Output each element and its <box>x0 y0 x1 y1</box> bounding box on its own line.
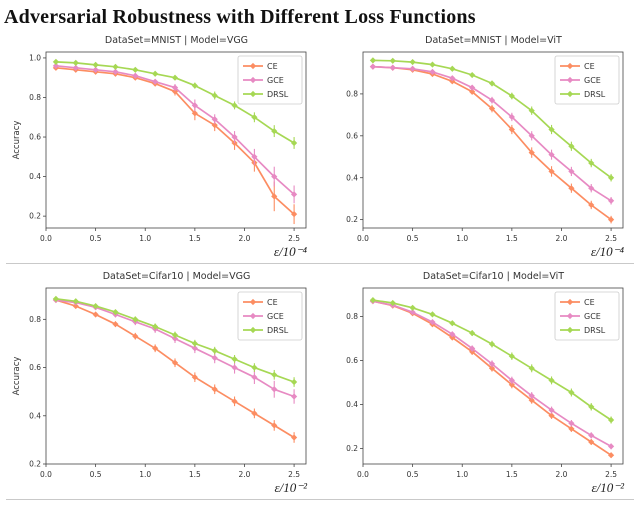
svg-text:0.8: 0.8 <box>29 315 41 324</box>
svg-text:CE: CE <box>584 62 595 71</box>
legend: CE GCE DRSL <box>554 291 619 341</box>
svg-text:0.2: 0.2 <box>29 460 41 469</box>
svg-text:0.4: 0.4 <box>29 172 41 181</box>
svg-text:2.5: 2.5 <box>288 234 300 243</box>
svg-text:2.0: 2.0 <box>238 234 250 243</box>
chart-cifar10-vgg: DataSet=Cifar10 | Model=VGG 0.0 0.5 1.0 1.5… <box>6 271 317 496</box>
svg-text:0.5: 0.5 <box>89 234 101 243</box>
svg-text:2.5: 2.5 <box>605 234 617 243</box>
chart-title: DataSet=MNIST | Model=VGG <box>104 35 249 46</box>
axes: 0.0 0.5 1.0 1.5 2.0 2.5 0.2 0.4 0.6 0.8 <box>346 51 623 243</box>
svg-text:0.4: 0.4 <box>346 400 358 409</box>
svg-text:DRSL: DRSL <box>584 326 606 335</box>
svg-text:1.5: 1.5 <box>188 470 200 479</box>
svg-text:CE: CE <box>267 62 278 71</box>
svg-text:2.5: 2.5 <box>288 470 300 479</box>
chart-canvas: 0.0 0.5 1.0 1.5 2.0 2.5 0.2 0.4 0.6 0.8 Accuracy CE… <box>12 287 306 479</box>
svg-text:1.5: 1.5 <box>188 234 200 243</box>
chart-mnist-vgg: DataSet=MNIST | Model=VGG 0.0 0.5 1.0 1.5 2.… <box>6 35 317 260</box>
figure: Adversarial Robustness with Different Lo… <box>4 6 634 507</box>
chart-cifar10-vit: DataSet=Cifar10 | Model=ViT 0.0 0.5 1.0 1.5… <box>323 271 634 496</box>
chart-canvas: 0.0 0.5 1.0 1.5 2.0 2.5 0.2 0.4 0.6 0.8 CE GCE DRSL <box>346 51 623 243</box>
chart-title: DataSet=Cifar10 | Model=VGG <box>102 271 251 282</box>
legend: CE GCE DRSL <box>237 291 302 341</box>
svg-text:0.8: 0.8 <box>346 312 358 321</box>
series-GCE <box>52 62 297 204</box>
y-axis-label: Accuracy <box>12 121 22 160</box>
svg-text:0.5: 0.5 <box>89 470 101 479</box>
svg-text:DRSL: DRSL <box>584 90 606 99</box>
x-axis-label: ε/10⁻² <box>591 480 625 495</box>
svg-text:0.6: 0.6 <box>346 131 358 140</box>
axes: 0.0 0.5 1.0 1.5 2.0 2.5 0.2 0.4 0.6 0.8 <box>346 287 623 479</box>
svg-text:0.0: 0.0 <box>357 234 369 243</box>
svg-text:GCE: GCE <box>267 312 284 321</box>
x-axis-label: ε/10⁻² <box>274 480 308 495</box>
svg-text:2.5: 2.5 <box>605 470 617 479</box>
svg-text:DRSL: DRSL <box>267 90 289 99</box>
svg-text:1.0: 1.0 <box>139 234 151 243</box>
svg-text:0.4: 0.4 <box>29 411 41 420</box>
svg-text:0.0: 0.0 <box>357 470 369 479</box>
svg-text:0.5: 0.5 <box>406 234 418 243</box>
svg-text:1.0: 1.0 <box>456 234 468 243</box>
svg-text:GCE: GCE <box>584 312 601 321</box>
chart-title: DataSet=Cifar10 | Model=ViT <box>422 271 565 282</box>
svg-text:0.2: 0.2 <box>346 215 358 224</box>
svg-text:2.0: 2.0 <box>238 470 250 479</box>
svg-text:1.0: 1.0 <box>456 470 468 479</box>
series-DRSL <box>52 58 297 149</box>
chart-canvas: 0.0 0.5 1.0 1.5 2.0 2.5 0.2 0.4 0.6 0.8 CE GCE DRSL <box>346 287 623 479</box>
svg-text:0.0: 0.0 <box>40 234 52 243</box>
row-divider <box>6 263 634 264</box>
svg-text:0.8: 0.8 <box>346 90 358 99</box>
axes: 0.0 0.5 1.0 1.5 2.0 2.5 0.2 0.4 0.6 0.8 <box>29 287 306 479</box>
svg-text:0.6: 0.6 <box>29 133 41 142</box>
y-axis-label: Accuracy <box>12 357 22 396</box>
svg-text:0.8: 0.8 <box>29 93 41 102</box>
legend: CE GCE DRSL <box>554 55 619 105</box>
x-axis-label: ε/10⁻⁴ <box>590 244 624 259</box>
row-divider <box>6 499 634 500</box>
svg-text:2.0: 2.0 <box>555 234 567 243</box>
svg-text:GCE: GCE <box>584 76 601 85</box>
svg-text:1.5: 1.5 <box>505 234 517 243</box>
svg-text:0.5: 0.5 <box>406 470 418 479</box>
legend: CE GCE DRSL <box>237 55 302 105</box>
svg-text:CE: CE <box>267 298 278 307</box>
chart-grid: DataSet=MNIST | Model=VGG 0.0 0.5 1.0 1.5 2.… <box>6 35 634 507</box>
chart-canvas: 0.0 0.5 1.0 1.5 2.0 2.5 0.2 0.4 0.6 0.8 1.0 Accurac… <box>12 51 306 243</box>
svg-text:1.0: 1.0 <box>29 54 41 63</box>
svg-text:GCE: GCE <box>267 76 284 85</box>
chart-mnist-vit: DataSet=MNIST | Model=ViT 0.0 0.5 1.0 1.5 2.… <box>323 35 634 260</box>
svg-text:0.4: 0.4 <box>346 173 358 182</box>
axes: 0.0 0.5 1.0 1.5 2.0 2.5 0.2 0.4 0.6 0.8 1.0 <box>29 51 306 243</box>
svg-text:0.6: 0.6 <box>346 356 358 365</box>
svg-text:0.6: 0.6 <box>29 363 41 372</box>
svg-text:DRSL: DRSL <box>267 326 289 335</box>
svg-text:1.5: 1.5 <box>505 470 517 479</box>
chart-title: DataSet=MNIST | Model=ViT <box>425 35 562 46</box>
svg-text:2.0: 2.0 <box>555 470 567 479</box>
svg-text:1.0: 1.0 <box>139 470 151 479</box>
svg-text:0.0: 0.0 <box>40 470 52 479</box>
figure-title: Adversarial Robustness with Different Lo… <box>4 6 476 28</box>
svg-text:0.2: 0.2 <box>346 444 358 453</box>
svg-text:CE: CE <box>584 298 595 307</box>
x-axis-label: ε/10⁻⁴ <box>273 244 307 259</box>
svg-text:0.2: 0.2 <box>29 212 41 221</box>
